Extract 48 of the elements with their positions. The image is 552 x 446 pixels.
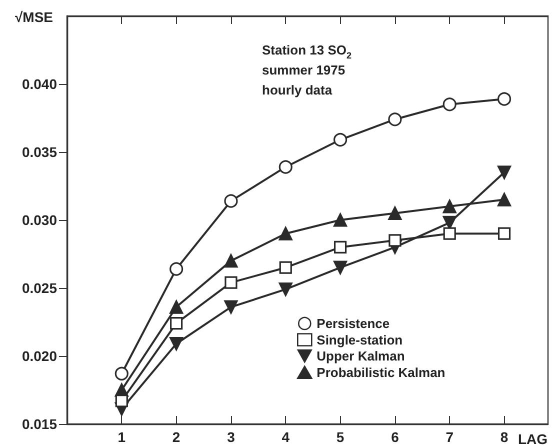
point: [170, 300, 184, 314]
point: [224, 276, 238, 289]
point: [278, 226, 292, 240]
point: [279, 261, 292, 274]
legend-label: Probabilistic Kalman: [316, 364, 446, 380]
point: [497, 92, 512, 106]
legend-label: Upper Kalman: [316, 348, 405, 364]
point: [278, 160, 292, 174]
y-tick-label: 0.040: [22, 76, 58, 92]
x-tick-label: 4: [282, 429, 290, 445]
x-tick-label: 7: [446, 429, 454, 445]
point: [115, 394, 128, 408]
point: [333, 260, 348, 274]
point: [442, 200, 456, 214]
point: [224, 300, 238, 314]
x-axis-title: LAG: [518, 431, 548, 446]
y-tick-label: 0.030: [22, 212, 58, 228]
point: [224, 254, 238, 268]
point: [278, 282, 292, 296]
point: [497, 166, 512, 180]
legend-label: Persistence: [316, 316, 390, 331]
y-tick-label: 0.035: [22, 144, 58, 160]
y-tick-label: 0.020: [22, 348, 58, 364]
x-tick-label: 5: [336, 429, 344, 445]
legend-label: Single-station: [316, 332, 403, 348]
y-tick-label: 0.025: [22, 280, 58, 296]
point: [333, 213, 348, 227]
point: [388, 112, 402, 126]
x-tick-label: 3: [227, 429, 236, 445]
x-tick-label: 6: [391, 429, 400, 445]
y-axis-title: √MSE: [14, 9, 53, 25]
point: [170, 336, 184, 351]
point: [388, 206, 402, 220]
point: [497, 192, 512, 206]
point: [443, 227, 456, 240]
point: [170, 262, 184, 276]
point: [224, 194, 238, 208]
x-tick-label: 2: [172, 429, 180, 445]
x-tick-label: 8: [500, 429, 508, 445]
point: [498, 227, 511, 240]
point: [170, 317, 183, 330]
point: [388, 234, 402, 247]
y-tick-label: 0.015: [22, 416, 58, 432]
point: [442, 98, 456, 112]
point: [334, 240, 347, 254]
point: [114, 366, 128, 380]
point: [334, 132, 348, 147]
x-tick-label: 1: [118, 429, 126, 445]
